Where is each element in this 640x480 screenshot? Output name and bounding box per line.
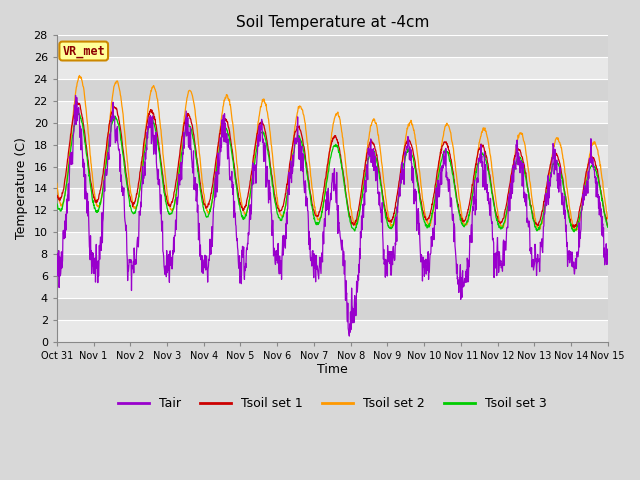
- Bar: [57, 254, 608, 276]
- Bar: [57, 79, 608, 101]
- Bar: [57, 36, 608, 57]
- Bar: [57, 276, 608, 298]
- Text: VR_met: VR_met: [62, 45, 105, 58]
- Bar: [57, 298, 608, 320]
- Bar: [57, 57, 608, 79]
- Bar: [57, 144, 608, 167]
- Bar: [57, 123, 608, 144]
- Bar: [57, 189, 608, 210]
- Y-axis label: Temperature (C): Temperature (C): [15, 137, 28, 240]
- Bar: [57, 167, 608, 189]
- Bar: [57, 210, 608, 232]
- Bar: [57, 101, 608, 123]
- Legend: Tair, Tsoil set 1, Tsoil set 2, Tsoil set 3: Tair, Tsoil set 1, Tsoil set 2, Tsoil se…: [113, 392, 552, 415]
- Bar: [57, 232, 608, 254]
- Bar: [57, 320, 608, 342]
- X-axis label: Time: Time: [317, 363, 348, 376]
- Title: Soil Temperature at -4cm: Soil Temperature at -4cm: [236, 15, 429, 30]
